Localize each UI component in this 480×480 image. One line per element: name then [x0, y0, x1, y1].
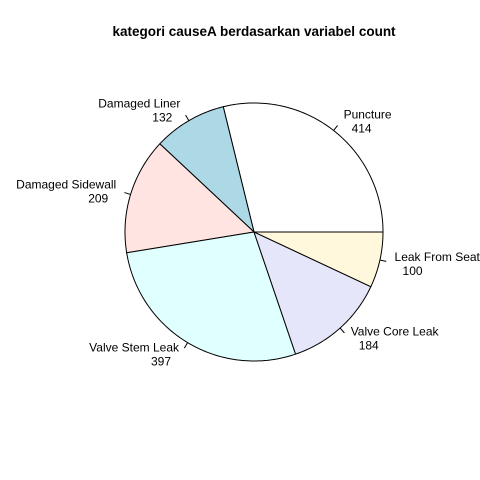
- slice-label-valve-stem-leak: Valve Stem Leak: [89, 341, 180, 355]
- slice-label-puncture: Puncture: [344, 107, 392, 121]
- slice-label-valve-core-leak: Valve Core Leak: [351, 325, 440, 339]
- chart-title: kategori causeA berdasarkan variabel cou…: [112, 24, 396, 39]
- label-tick-damaged-liner: [185, 114, 190, 121]
- label-tick-leak-from-seat: [379, 259, 387, 262]
- label-tick-puncture: [333, 125, 338, 131]
- label-tick-damaged-sidewall: [124, 192, 131, 195]
- slice-label-damaged-liner: Damaged Liner: [98, 97, 180, 111]
- label-tick-valve-stem-leak: [183, 342, 189, 349]
- slice-value-damaged-liner: 132: [152, 111, 172, 125]
- slice-label-leak-from-seat: Leak From Seat: [395, 250, 480, 264]
- pie-slice-valve-core-leak: [253, 231, 372, 355]
- slice-value-valve-core-leak: 184: [359, 339, 379, 353]
- slice-value-leak-from-seat: 100: [403, 264, 423, 278]
- slice-value-damaged-sidewall: 209: [88, 192, 108, 206]
- pie-slices: [124, 102, 384, 362]
- slice-value-puncture: 414: [352, 121, 372, 135]
- label-tick-valve-core-leak: [339, 327, 345, 334]
- pie-slice-damaged-sidewall: [124, 143, 256, 254]
- slice-value-valve-stem-leak: 397: [151, 355, 171, 369]
- slice-label-damaged-sidewall: Damaged Sidewall: [16, 178, 116, 192]
